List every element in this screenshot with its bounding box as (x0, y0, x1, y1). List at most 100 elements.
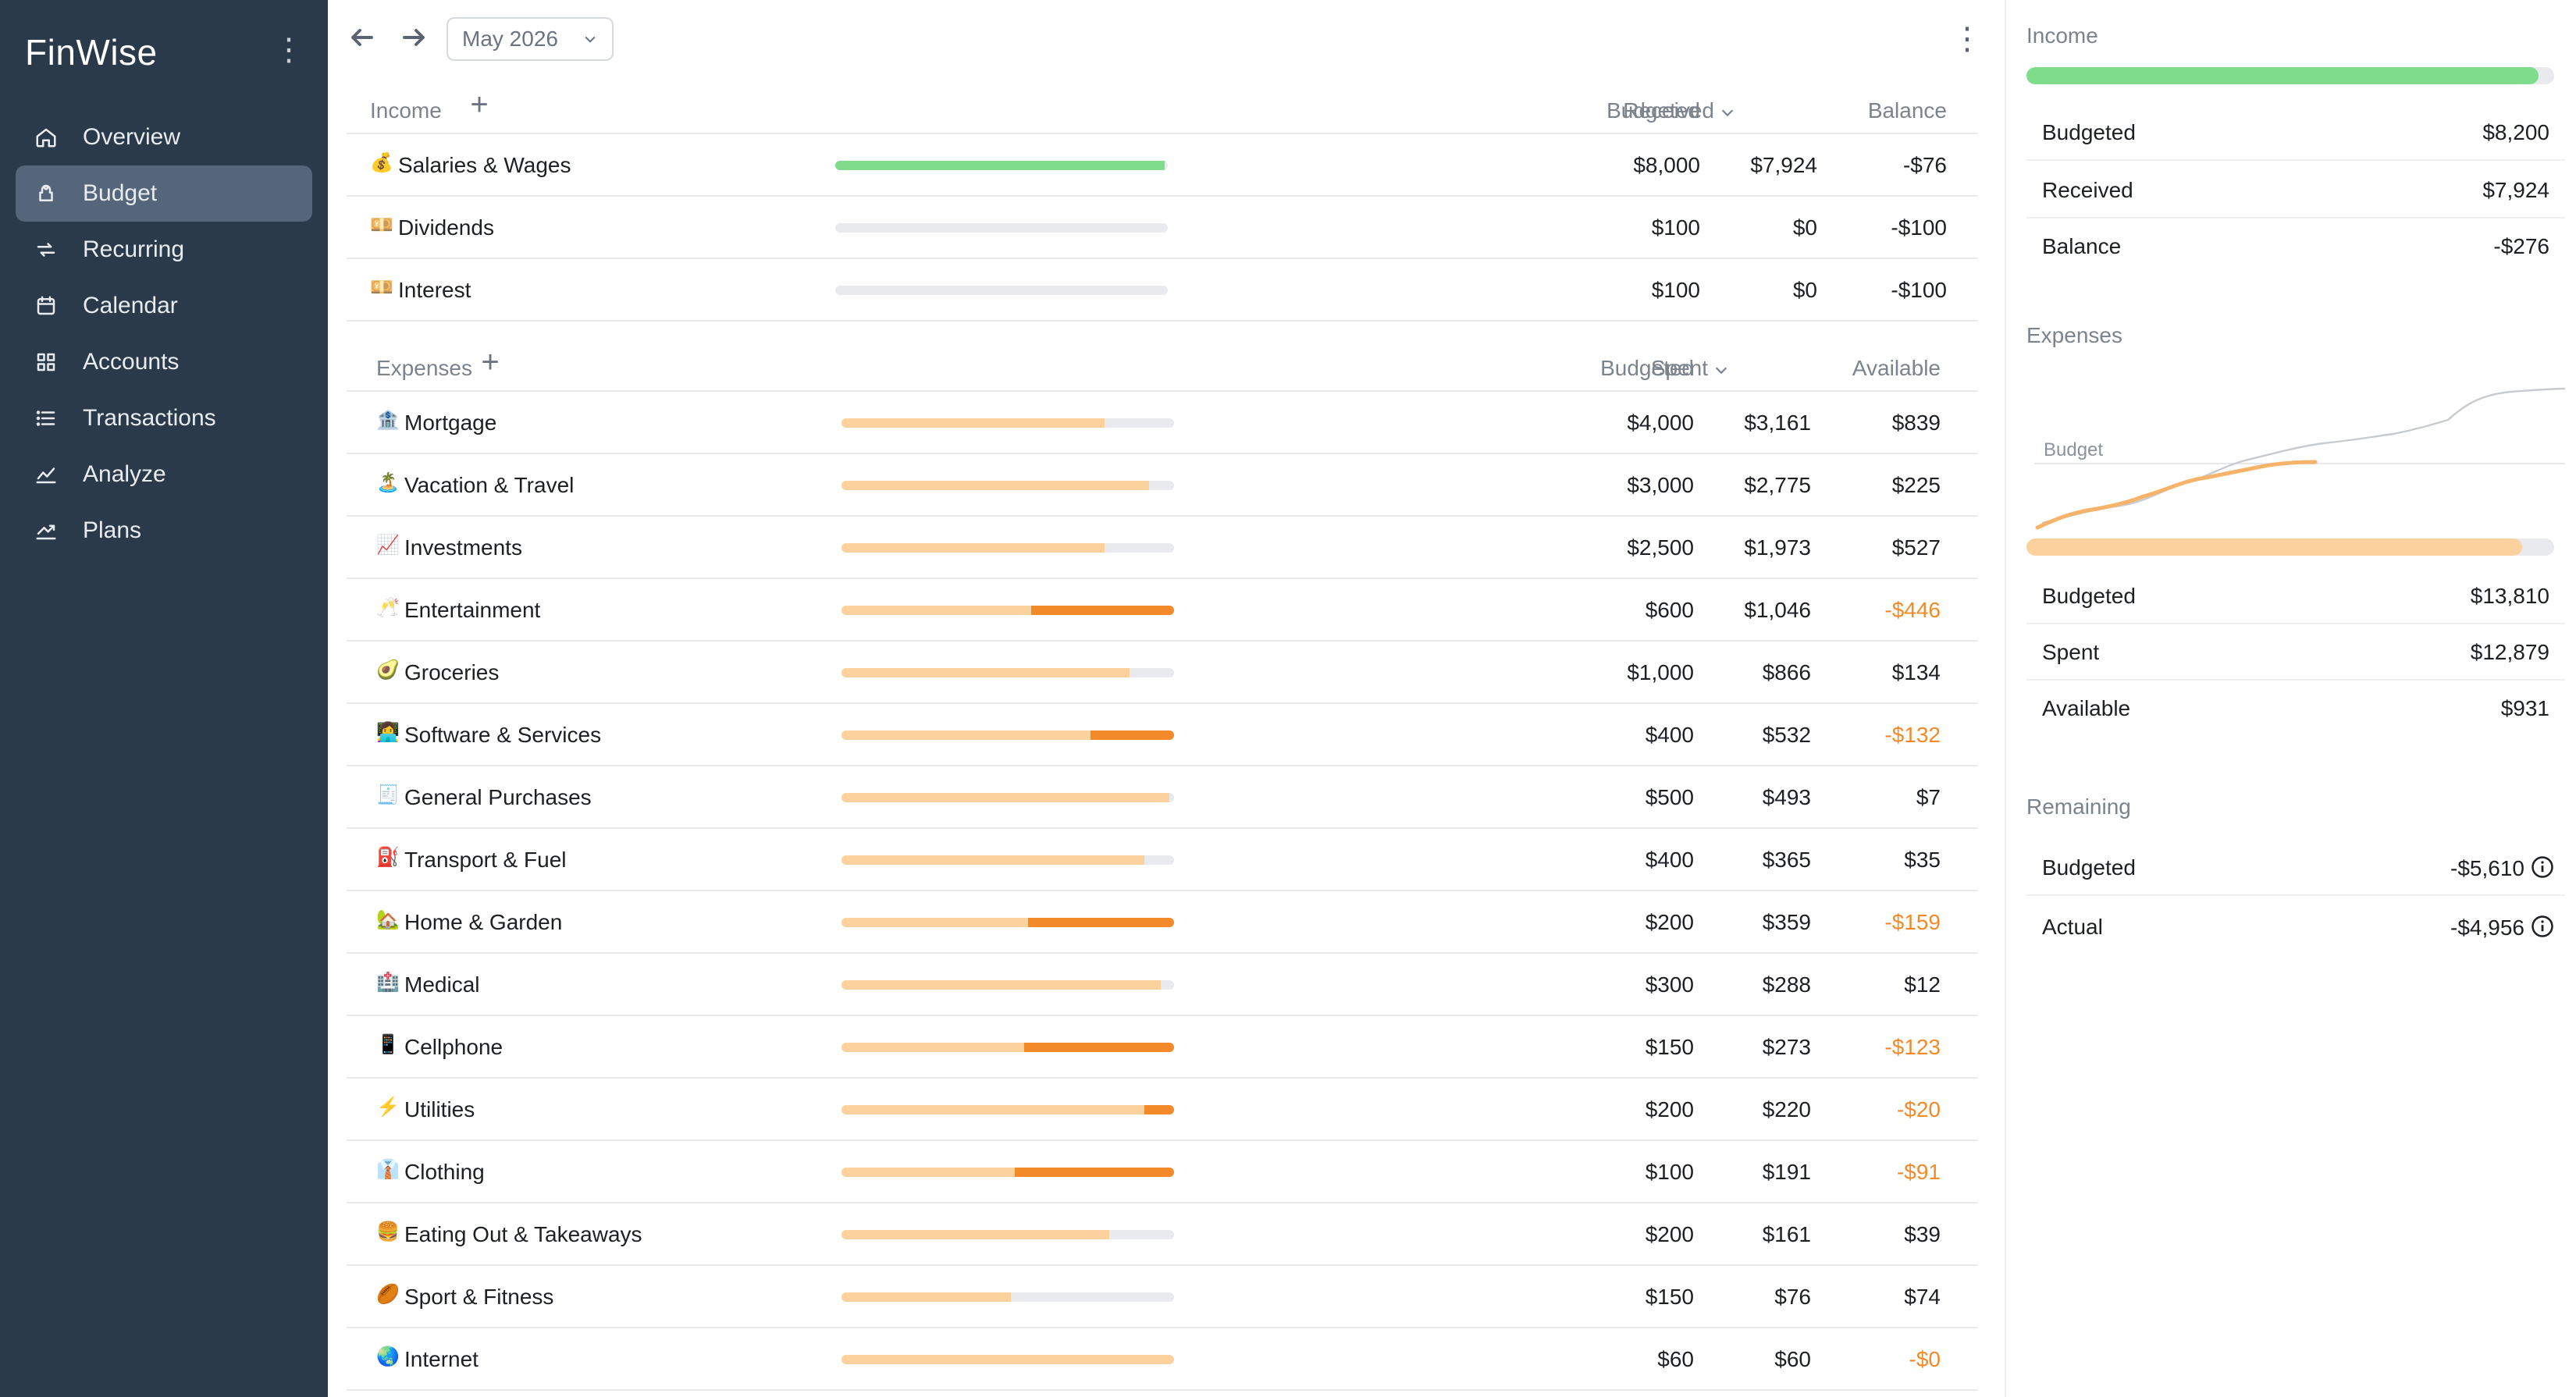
available-value: $527 (1891, 535, 1941, 560)
category-name: Cellphone (404, 1035, 503, 1059)
income-row[interactable]: 💴 Interest $100 $0 -$100 (347, 259, 1978, 322)
category-name: Eating Out & Takeaways (404, 1222, 642, 1246)
spending-trend-chart: Budget (2034, 387, 2566, 530)
available-value: $839 (1891, 411, 1941, 435)
summary-value: -$276 (2493, 234, 2549, 258)
income-row[interactable]: 💴 Dividends $100 $0 -$100 (347, 197, 1978, 259)
sidebar-item-accounts[interactable]: Accounts (16, 334, 312, 390)
expense-row[interactable]: 📈 Investments $2,500 $1,973 $527 (347, 517, 1978, 579)
expenses-col-available: Available (1852, 356, 1941, 380)
spent-value: $1,046 (1744, 598, 1811, 622)
overspend-fill (1144, 1105, 1174, 1114)
next-month-button[interactable] (397, 20, 431, 55)
category-name: Salaries & Wages (398, 153, 571, 177)
sidebar-item-calendar[interactable]: Calendar (16, 278, 312, 334)
category-name: Sport & Fitness (404, 1285, 554, 1309)
budget-line-label: Budget (2044, 439, 2103, 460)
expense-row[interactable]: 🏦 Mortgage $4,000 $3,161 $839 (347, 392, 1978, 454)
expense-row[interactable]: ⚡ Utilities $200 $220 -$20 (347, 1079, 1978, 1141)
category-progress-bar (841, 1355, 1174, 1364)
expenses-title: Expenses (376, 356, 472, 380)
category-emoji-icon: 💴 (370, 277, 393, 298)
category-progress-bar (841, 606, 1174, 615)
expense-row[interactable]: 👩‍💻 Software & Services $400 $532 -$132 (347, 704, 1978, 766)
category-name: Entertainment (404, 598, 541, 622)
expense-row[interactable]: 🏝️ Vacation & Travel $3,000 $2,775 $225 (347, 454, 1978, 517)
sidebar-item-label: Accounts (83, 349, 180, 375)
expense-row[interactable]: 🍔 Eating Out & Takeaways $200 $161 $39 (347, 1203, 1978, 1266)
expense-row[interactable]: 🧾 General Purchases $500 $493 $7 (347, 766, 1978, 829)
sidebar-item-plans[interactable]: Plans (16, 503, 312, 559)
info-icon[interactable] (2531, 855, 2554, 879)
expense-row[interactable]: 👔 Clothing $100 $191 -$91 (347, 1141, 1978, 1203)
available-value: -$20 (1896, 1097, 1941, 1122)
budgeted-value: $150 (1645, 1035, 1694, 1059)
spent-value: $161 (1762, 1222, 1811, 1246)
summary-income-budgeted-row: Budgeted $8,200 (2026, 103, 2565, 161)
previous-month-button[interactable] (345, 20, 379, 55)
chevron-down-icon (585, 36, 596, 43)
available-value: -$159 (1884, 910, 1941, 934)
balance-value: -$76 (1902, 153, 1947, 177)
category-progress-bar (841, 1105, 1174, 1114)
sidebar-item-budget[interactable]: Budget (16, 165, 312, 222)
summary-remaining-budgeted-row: Budgeted -$5,610 (2026, 838, 2565, 896)
sidebar-item-recurring[interactable]: Recurring (16, 222, 312, 278)
sidebar-item-transactions[interactable]: Transactions (16, 390, 312, 446)
sidebar-item-label: Calendar (83, 293, 178, 318)
expense-row[interactable]: 🏥 Medical $300 $288 $12 (347, 954, 1978, 1016)
summary-label: Available (2042, 696, 2131, 720)
income-row[interactable]: 💰 Salaries & Wages $8,000 $7,924 -$76 (347, 134, 1978, 197)
income-rows: 💰 Salaries & Wages $8,000 $7,924 -$76 💴 Divide… (347, 134, 1978, 322)
add-income-button[interactable]: + (470, 87, 489, 122)
category-emoji-icon: 💰 (370, 152, 393, 173)
summary-value: $8,200 (2482, 120, 2549, 144)
expense-row[interactable]: 🏉 Sport & Fitness $150 $76 $74 (347, 1266, 1978, 1328)
summary-label: Budgeted (2042, 584, 2136, 608)
expenses-section: Expenses + Budgeted Available Spent 🏦 Mor… (347, 339, 1978, 1391)
trend-icon (33, 517, 59, 544)
expense-row[interactable]: 📱 Cellphone $150 $273 -$123 (347, 1016, 1978, 1079)
expense-row[interactable]: 🌏 Internet $60 $60 -$0 (347, 1328, 1978, 1391)
summary-expenses-title: Expenses (2026, 323, 2122, 347)
add-expense-button[interactable]: + (481, 345, 500, 379)
available-value: $39 (1904, 1222, 1941, 1246)
sidebar-more-icon[interactable]: ⋮ (273, 33, 304, 67)
budgeted-value: $100 (1651, 278, 1700, 302)
budgeted-value: $1,000 (1627, 660, 1694, 684)
category-progress-bar (841, 668, 1174, 677)
spent-value: $1,973 (1744, 535, 1811, 560)
expenses-col-spent[interactable]: Spent (1651, 356, 1730, 381)
budgeted-value: $100 (1645, 1160, 1694, 1184)
summary-remaining-actual-row: Actual -$4,956 (2026, 898, 2565, 955)
category-emoji-icon: ⚡ (376, 1097, 400, 1118)
overspend-fill (1015, 1168, 1174, 1177)
summary-value-wrap: -$4,956 (2450, 915, 2554, 940)
category-progress-bar (841, 418, 1174, 428)
income-col-budgeted: Budgeted (1606, 98, 1700, 123)
app-logo: FinWise (25, 32, 158, 73)
expense-row[interactable]: 🏡 Home & Garden $200 $359 -$159 (347, 891, 1978, 954)
month-selector[interactable]: May 2026 (447, 17, 614, 61)
category-emoji-icon: 🏉 (376, 1284, 400, 1305)
expense-row[interactable]: 🥑 Groceries $1,000 $866 $134 (347, 642, 1978, 704)
expense-row[interactable]: 🥂 Entertainment $600 $1,046 -$446 (347, 579, 1978, 642)
spent-value: $866 (1762, 660, 1811, 684)
spent-value: $365 (1762, 848, 1811, 872)
progress-fill (841, 481, 1149, 490)
expense-rows: 🏦 Mortgage $4,000 $3,161 $839 🏝️ Vacation & Tr… (347, 392, 1978, 1391)
sidebar-item-analyze[interactable]: Analyze (16, 446, 312, 503)
received-value: $0 (1792, 215, 1817, 240)
spent-value: $359 (1762, 910, 1811, 934)
more-options-icon[interactable]: ⋮ (1952, 22, 1983, 56)
income-header: Income + Budgeted Balance Received (347, 81, 1978, 134)
expense-row[interactable]: ⛽ Transport & Fuel $400 $365 $35 (347, 829, 1978, 891)
sidebar-item-overview[interactable]: Overview (16, 109, 312, 165)
income-col-received[interactable]: Received (1623, 98, 1736, 123)
info-icon[interactable] (2531, 915, 2554, 938)
budgeted-value: $200 (1645, 1222, 1694, 1246)
summary-remaining-title: Remaining (2026, 794, 2131, 819)
income-col-received-label: Received (1623, 98, 1714, 123)
balance-value: -$100 (1891, 278, 1947, 302)
